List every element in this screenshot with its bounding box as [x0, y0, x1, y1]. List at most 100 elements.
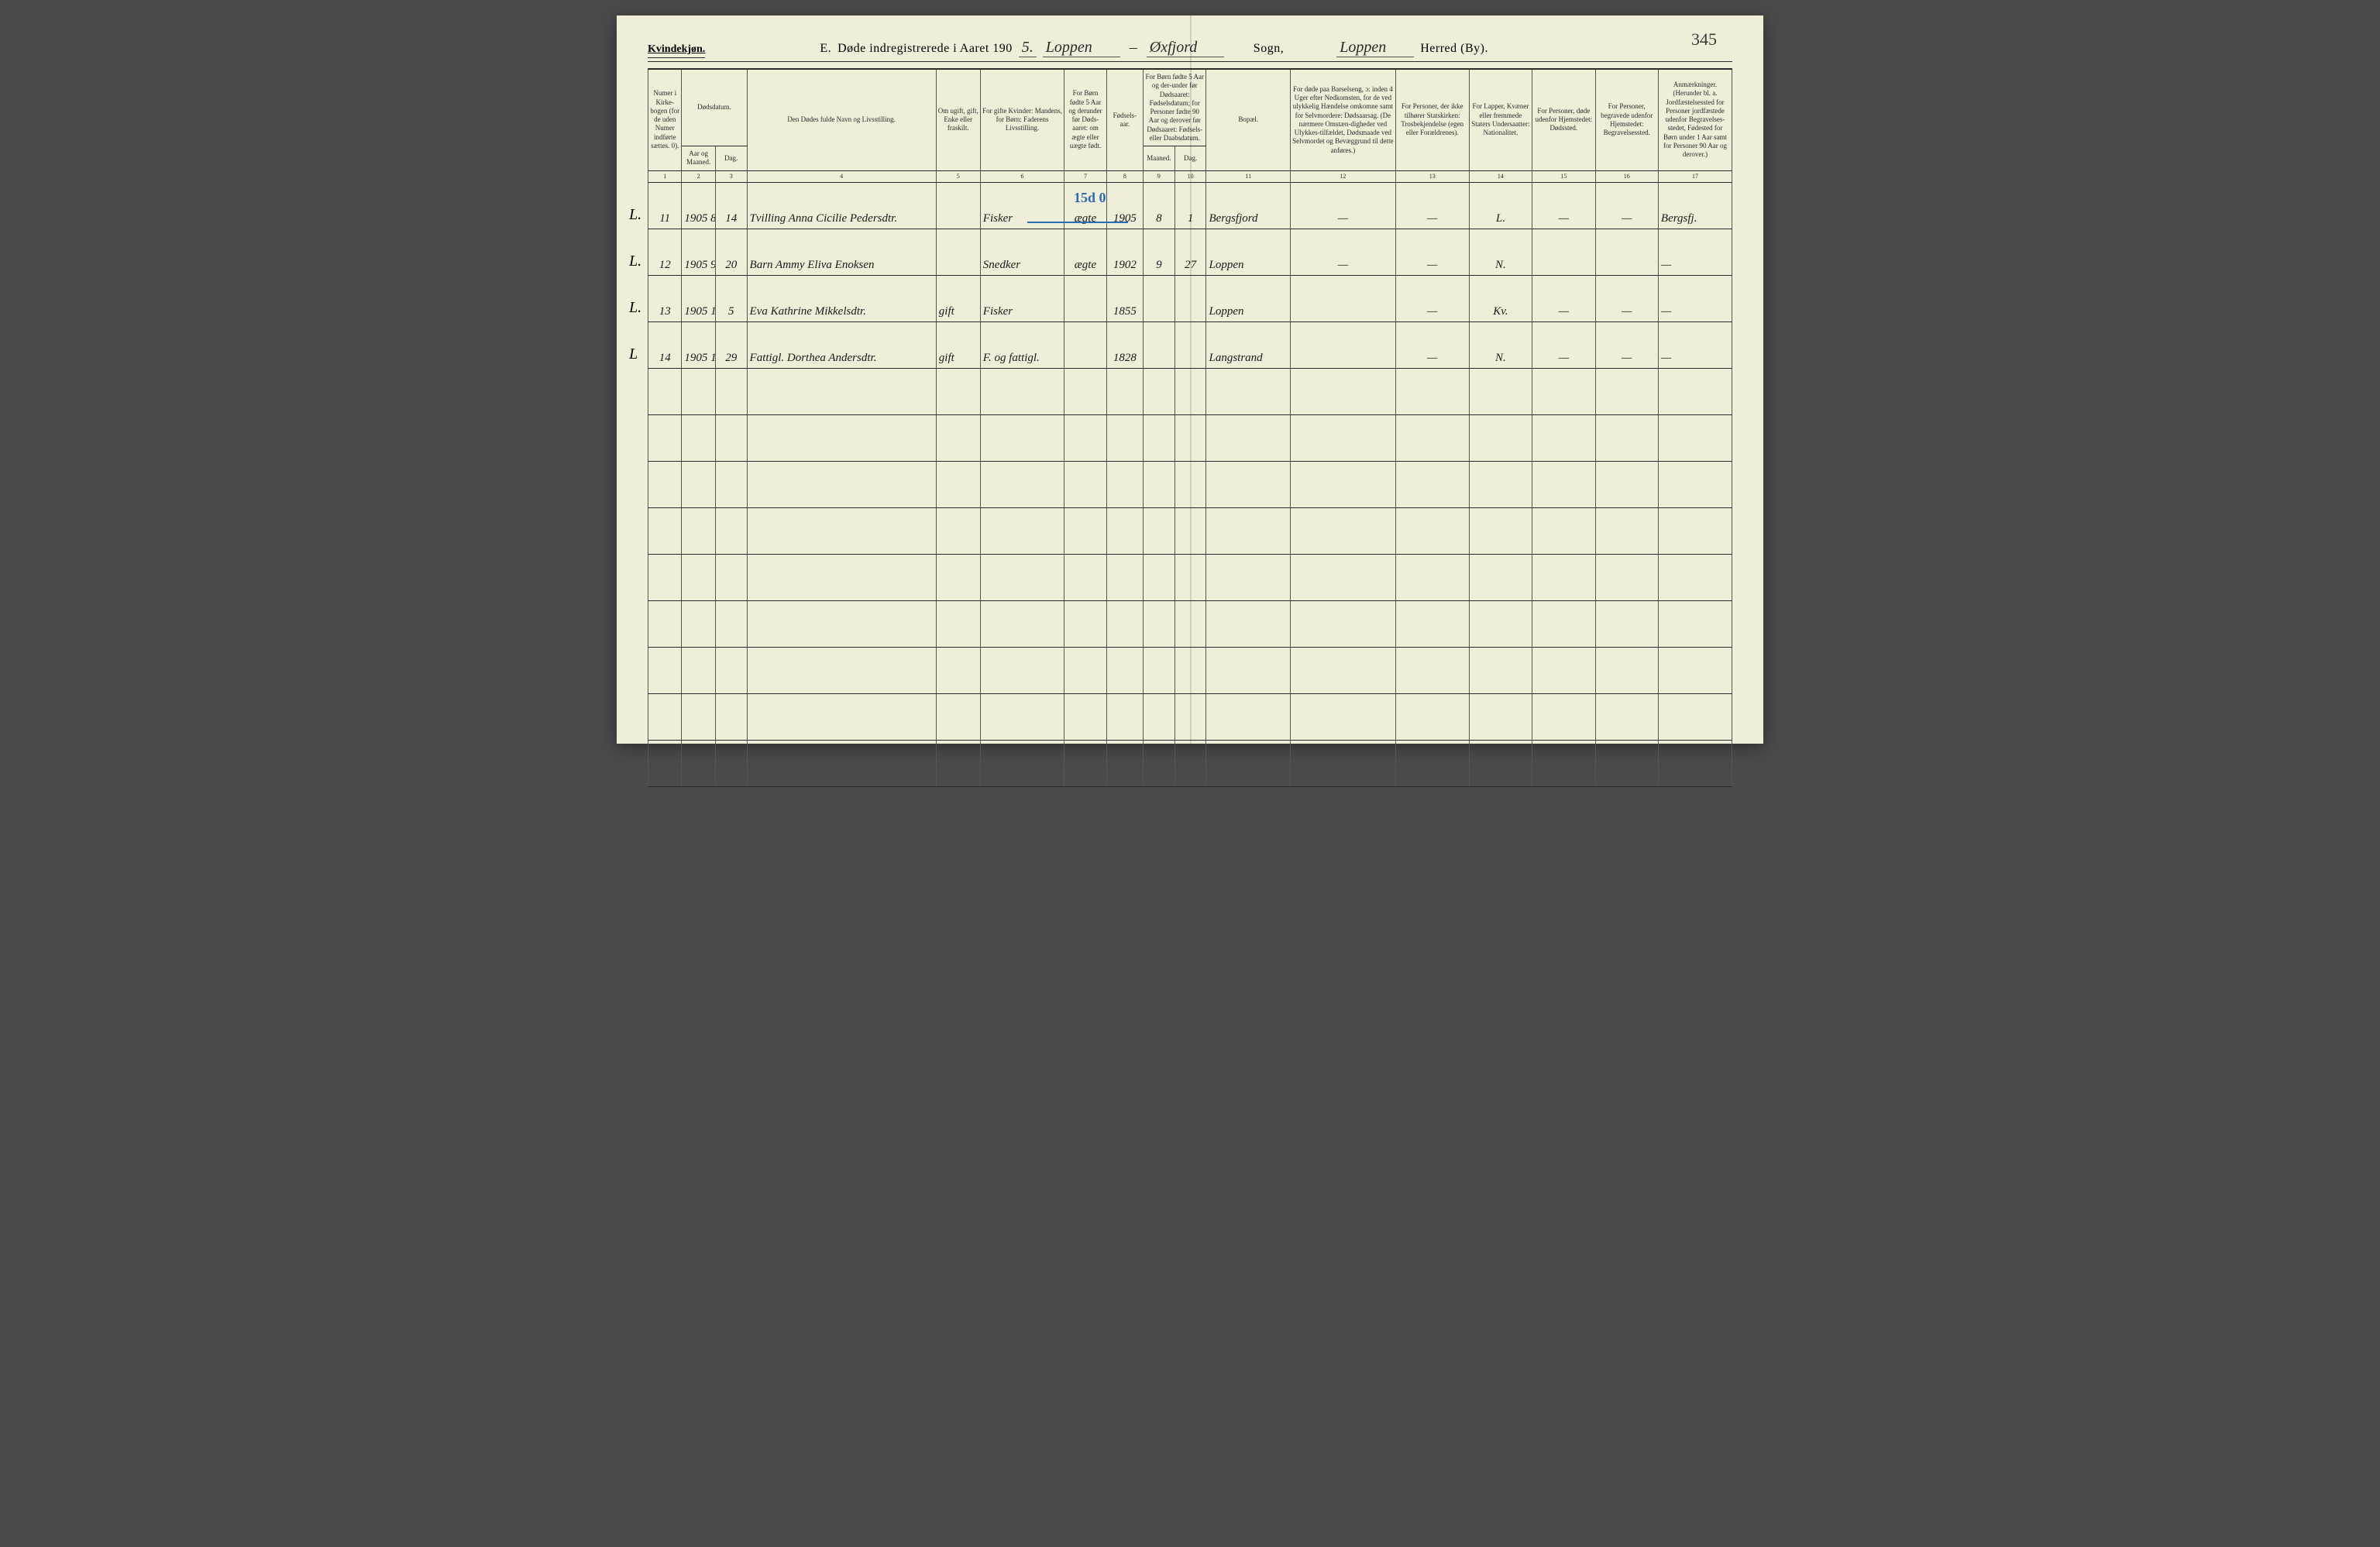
cell-c2: 1905 9 [682, 229, 715, 275]
cell-c13: — [1395, 229, 1469, 275]
col-header: Den Dødes fulde Navn og Livsstilling. [747, 70, 936, 170]
empty-cell [1595, 693, 1658, 740]
empty-cell [980, 507, 1064, 554]
blue-text: 15d 0 [1074, 190, 1106, 205]
empty-cell [1106, 600, 1143, 647]
empty-cell [1064, 600, 1106, 647]
cell-c14: L. [1469, 182, 1532, 229]
empty-cell [1144, 507, 1175, 554]
empty-cell [1106, 693, 1143, 740]
col-header: Fødsels-aar. [1106, 70, 1143, 170]
col-header: For Personer, begravede udenfor Hjemsted… [1595, 70, 1658, 170]
cell-c11: Loppen [1206, 275, 1291, 321]
empty-cell [1291, 554, 1396, 600]
empty-cell [980, 414, 1064, 461]
empty-cell [1206, 507, 1291, 554]
cell-c6: Fisker [980, 275, 1064, 321]
empty-cell [980, 600, 1064, 647]
empty-cell [1595, 600, 1658, 647]
ledger-table: Numer i Kirke-bogen (for de uden Numer i… [648, 70, 1732, 787]
empty-cell [682, 600, 715, 647]
empty-cell [682, 554, 715, 600]
empty-cell [1064, 554, 1106, 600]
cell-c9 [1144, 275, 1175, 321]
empty-cell [1144, 368, 1175, 414]
empty-cell [1291, 693, 1396, 740]
empty-cell [1395, 461, 1469, 507]
empty-cell [648, 507, 682, 554]
empty-cell [747, 368, 936, 414]
colnum: 17 [1658, 170, 1732, 182]
empty-cell [1658, 693, 1732, 740]
empty-cell [682, 647, 715, 693]
table-row [648, 554, 1732, 600]
cell-c8: 1828 [1106, 321, 1143, 368]
cell-c1: 11 [648, 182, 682, 229]
cell-c15: — [1532, 182, 1595, 229]
empty-cell [1532, 740, 1595, 786]
table-row [648, 414, 1732, 461]
empty-cell [1395, 414, 1469, 461]
empty-cell [1175, 414, 1206, 461]
empty-cell [1658, 507, 1732, 554]
empty-cell [936, 554, 980, 600]
empty-cell [1175, 740, 1206, 786]
cell-c9 [1144, 321, 1175, 368]
colnum: 13 [1395, 170, 1469, 182]
empty-cell [747, 461, 936, 507]
parish-2: Øxfjord [1147, 39, 1224, 57]
empty-cell [1469, 507, 1532, 554]
blue-underline [1027, 222, 1128, 223]
cell-c9: 9 [1144, 229, 1175, 275]
empty-cell [648, 740, 682, 786]
colnum: 5 [936, 170, 980, 182]
table-body: 111905 814Tvilling Anna Cicilie Pedersdt… [648, 182, 1732, 786]
empty-cell [1106, 368, 1143, 414]
cell-c8: 1902 [1106, 229, 1143, 275]
cell-c15: — [1532, 275, 1595, 321]
empty-cell [1595, 647, 1658, 693]
empty-cell [1175, 693, 1206, 740]
empty-cell [1658, 414, 1732, 461]
empty-cell [1395, 740, 1469, 786]
cell-c11: Langstrand [1206, 321, 1291, 368]
empty-cell [1291, 368, 1396, 414]
empty-cell [1595, 461, 1658, 507]
empty-cell [1106, 507, 1143, 554]
title-prefix: Døde indregistrerede i Aaret 190 [837, 42, 1013, 56]
cell-c5: gift [936, 321, 980, 368]
empty-cell [1206, 414, 1291, 461]
row-prefix: L [629, 345, 638, 363]
empty-cell [1064, 693, 1106, 740]
empty-cell [1395, 507, 1469, 554]
empty-cell [1175, 461, 1206, 507]
empty-cell [1658, 600, 1732, 647]
empty-cell [980, 554, 1064, 600]
cell-c1: 12 [648, 229, 682, 275]
cell-c11: Loppen [1206, 229, 1291, 275]
empty-cell [747, 507, 936, 554]
empty-cell [1658, 740, 1732, 786]
empty-cell [936, 414, 980, 461]
empty-cell [980, 693, 1064, 740]
cell-c15: — [1532, 321, 1595, 368]
cell-c11: Bergsfjord [1206, 182, 1291, 229]
empty-cell [1532, 414, 1595, 461]
cell-c8: 1855 [1106, 275, 1143, 321]
empty-cell [1395, 693, 1469, 740]
empty-cell [1175, 600, 1206, 647]
empty-cell [936, 507, 980, 554]
cell-c14: N. [1469, 321, 1532, 368]
empty-cell [1469, 368, 1532, 414]
empty-cell [1206, 693, 1291, 740]
empty-cell [682, 414, 715, 461]
empty-cell [1395, 554, 1469, 600]
empty-cell [980, 461, 1064, 507]
table-row: 111905 814Tvilling Anna Cicilie Pedersdt… [648, 182, 1732, 229]
gender-label: Kvindekjøn. [648, 43, 705, 58]
table-row [648, 600, 1732, 647]
empty-cell [1064, 740, 1106, 786]
col-header: For Personer, døde udenfor Hjemstedet: D… [1532, 70, 1595, 170]
cell-c4: Barn Ammy Eliva Enoksen [747, 229, 936, 275]
table-row [648, 647, 1732, 693]
